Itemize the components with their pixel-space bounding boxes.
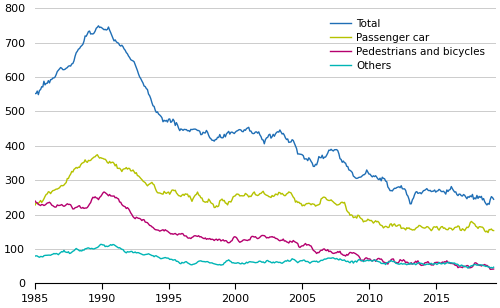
Others xyxy=(138,252,144,256)
Pedestrians and bicycles xyxy=(347,250,353,254)
Passenger car xyxy=(347,213,353,217)
Total xyxy=(490,197,496,201)
Pedestrians and bicycles xyxy=(101,190,107,194)
Passenger car xyxy=(138,176,144,180)
Passenger car xyxy=(485,231,491,234)
Line: Pedestrians and bicycles: Pedestrians and bicycles xyxy=(35,192,494,269)
Others xyxy=(300,258,306,262)
Total xyxy=(462,193,468,197)
Others xyxy=(397,262,403,266)
Others xyxy=(32,254,38,258)
Passenger car xyxy=(462,229,468,233)
Pedestrians and bicycles xyxy=(300,244,306,248)
Pedestrians and bicycles xyxy=(138,217,144,221)
Total xyxy=(32,92,38,95)
Others xyxy=(347,261,353,265)
Pedestrians and bicycles xyxy=(488,267,494,271)
Passenger car xyxy=(79,162,85,165)
Pedestrians and bicycles xyxy=(490,267,496,271)
Passenger car xyxy=(300,203,306,207)
Others xyxy=(465,266,471,270)
Pedestrians and bicycles xyxy=(79,206,85,210)
Line: Total: Total xyxy=(35,26,494,205)
Others xyxy=(98,242,103,246)
Total xyxy=(138,77,144,80)
Total xyxy=(79,44,85,47)
Legend: Total, Passenger car, Pedestrians and bicycles, Others: Total, Passenger car, Pedestrians and bi… xyxy=(325,13,490,76)
Line: Others: Others xyxy=(35,244,494,268)
Others xyxy=(490,265,496,269)
Pedestrians and bicycles xyxy=(397,258,403,261)
Total xyxy=(300,154,306,157)
Pedestrians and bicycles xyxy=(462,265,468,269)
Total xyxy=(96,24,102,28)
Total xyxy=(397,186,403,189)
Line: Passenger car: Passenger car xyxy=(35,155,494,233)
Passenger car xyxy=(32,203,38,207)
Others xyxy=(462,264,468,268)
Total xyxy=(484,203,490,207)
Others xyxy=(79,249,85,253)
Pedestrians and bicycles xyxy=(32,199,38,203)
Passenger car xyxy=(397,223,403,227)
Passenger car xyxy=(94,153,100,156)
Total xyxy=(347,168,353,172)
Passenger car xyxy=(490,229,496,233)
